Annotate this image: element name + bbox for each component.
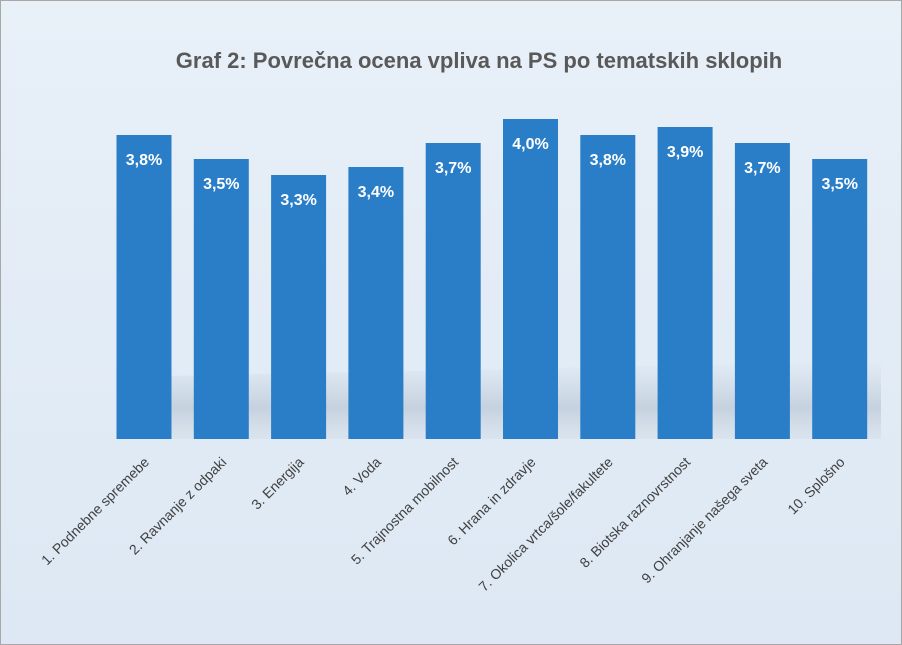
data-label-5: 3,7% bbox=[435, 160, 471, 177]
bar-10 bbox=[812, 159, 868, 439]
x-tick-label-9: 9. Ohranjanje našega sveta bbox=[638, 454, 771, 587]
x-tick-label-7: 7. Okolica vrtca/šole/fakultete bbox=[475, 454, 616, 595]
data-label-2: 3,5% bbox=[203, 176, 239, 193]
chart-title: Graf 2: Povrečna ocena vpliva na PS po t… bbox=[176, 48, 782, 73]
data-label-group: 3,8% 3,5% 3,3% 3,4% 3,7% 4,0% 3,8% 3,9% 3,7% 3,5% bbox=[126, 136, 858, 209]
bar-7 bbox=[580, 135, 636, 439]
data-label-9: 3,7% bbox=[744, 160, 780, 177]
data-label-3: 3,3% bbox=[280, 192, 316, 209]
data-label-4: 3,4% bbox=[358, 184, 394, 201]
bar-1 bbox=[116, 135, 172, 439]
bar-8 bbox=[657, 127, 713, 439]
data-label-10: 3,5% bbox=[821, 176, 857, 193]
x-tick-label-10: 10. Splošno bbox=[784, 454, 848, 518]
bar-3 bbox=[271, 175, 327, 439]
bar-group bbox=[116, 119, 868, 439]
bar-6 bbox=[503, 119, 558, 439]
data-label-7: 3,8% bbox=[590, 152, 626, 169]
data-label-6: 4,0% bbox=[512, 136, 548, 153]
bar-9 bbox=[734, 143, 790, 439]
bar-2 bbox=[193, 159, 249, 439]
x-tick-label-4: 4. Voda bbox=[339, 454, 384, 499]
bar-5 bbox=[425, 143, 481, 439]
x-tick-label-3: 3. Energija bbox=[248, 454, 307, 513]
bar-4 bbox=[348, 167, 404, 439]
data-label-1: 3,8% bbox=[126, 152, 162, 169]
data-label-8: 3,9% bbox=[667, 144, 703, 161]
